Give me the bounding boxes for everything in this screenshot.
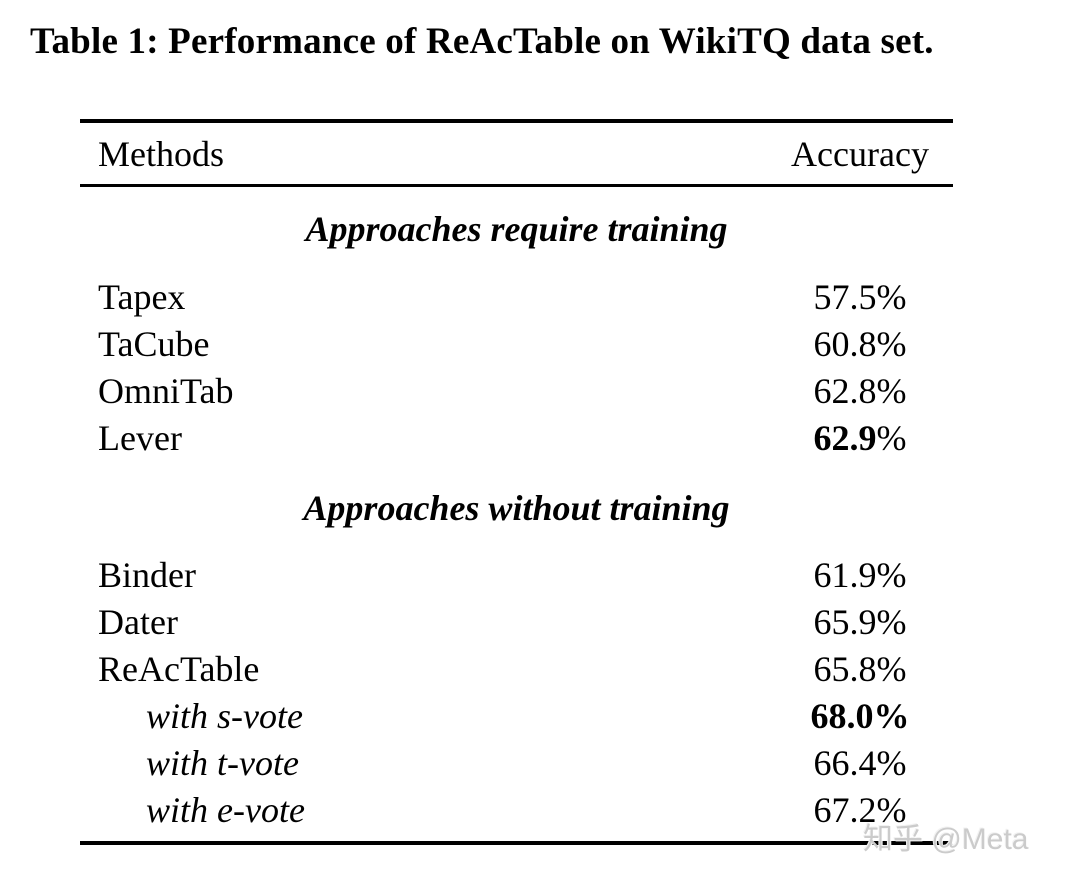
column-header-accuracy: Accuracy — [791, 133, 929, 174]
table-row: OmniTab 62.8% — [80, 367, 953, 414]
accuracy-cell: 62.9% — [785, 417, 935, 459]
accuracy-cell: 65.8% — [785, 648, 935, 690]
accuracy-value: 62.9 — [813, 417, 877, 458]
accuracy-value: 68.0 — [810, 695, 874, 736]
percent-sign: % — [876, 370, 907, 411]
percent-sign: % — [876, 554, 907, 595]
mid-rule-divider — [80, 184, 953, 187]
percent-sign: % — [876, 789, 907, 830]
table-row-s-vote: with s-vote 68.0% — [80, 692, 953, 739]
table-row: ReAcTable 65.8% — [80, 645, 953, 692]
percent-sign: % — [876, 648, 907, 689]
percent-sign: % — [873, 695, 910, 736]
accuracy-cell: 60.8% — [785, 323, 935, 365]
table-row: Tapex 57.5% — [80, 273, 953, 320]
method-name: Binder — [98, 554, 196, 595]
method-name: Tapex — [98, 276, 186, 317]
accuracy-value: 61.9 — [813, 554, 877, 595]
method-name: with s-vote — [146, 695, 303, 736]
accuracy-value: 65.9 — [813, 601, 877, 642]
percent-sign: % — [876, 601, 907, 642]
table-row: Binder 61.9% — [80, 551, 953, 598]
bottom-spacer — [80, 833, 953, 841]
table-row-e-vote: with e-vote 67.2% — [80, 786, 953, 833]
page-title: Table 1: Performance of ReAcTable on Wik… — [30, 21, 934, 62]
accuracy-cell: 66.4% — [785, 742, 935, 784]
method-name: Dater — [98, 601, 178, 642]
accuracy-cell: 65.9% — [785, 601, 935, 643]
section-heading-training: Approaches require training — [305, 209, 728, 249]
accuracy-cell: 57.5% — [785, 276, 935, 318]
method-name: ReAcTable — [98, 648, 260, 689]
column-header-methods: Methods — [98, 133, 224, 174]
accuracy-cell: 61.9% — [785, 554, 935, 596]
method-name: OmniTab — [98, 370, 234, 411]
accuracy-value: 57.5 — [813, 276, 877, 317]
method-name: TaCube — [98, 323, 210, 364]
percent-sign: % — [876, 417, 907, 458]
zhihu-watermark: 知乎 @Meta — [863, 823, 1029, 856]
without-training-rows-group: Binder 61.9% Dater 65.9% ReAcTable 65.8%… — [80, 545, 953, 833]
table-row-t-vote: with t-vote 66.4% — [80, 739, 953, 786]
accuracy-cell: 68.0% — [785, 695, 935, 737]
accuracy-value: 62.8 — [813, 370, 877, 411]
bottom-rule-divider — [80, 841, 953, 845]
percent-sign: % — [876, 323, 907, 364]
accuracy-value: 67.2 — [813, 789, 877, 830]
method-name: with e-vote — [146, 789, 305, 830]
accuracy-value: 60.8 — [813, 323, 877, 364]
table-row: Lever 62.9% — [80, 414, 953, 461]
accuracy-cell: 67.2% — [785, 789, 935, 831]
accuracy-value: 66.4 — [813, 742, 877, 783]
percent-sign: % — [876, 276, 907, 317]
accuracy-cell: 62.8% — [785, 370, 935, 412]
method-name: with t-vote — [146, 742, 299, 783]
accuracy-value: 65.8 — [813, 648, 877, 689]
section-heading-without-training: Approaches without training — [303, 488, 730, 528]
table-row: TaCube 60.8% — [80, 320, 953, 367]
top-rule-divider — [80, 119, 953, 123]
results-table: Methods Accuracy Approaches require trai… — [80, 119, 953, 845]
table-header-row: Methods Accuracy — [80, 123, 953, 184]
percent-sign: % — [876, 742, 907, 783]
training-rows-group: Tapex 57.5% TaCube 60.8% OmniTab 62.8% L… — [80, 263, 953, 461]
method-name: Lever — [98, 417, 182, 458]
table-row: Dater 65.9% — [80, 598, 953, 645]
